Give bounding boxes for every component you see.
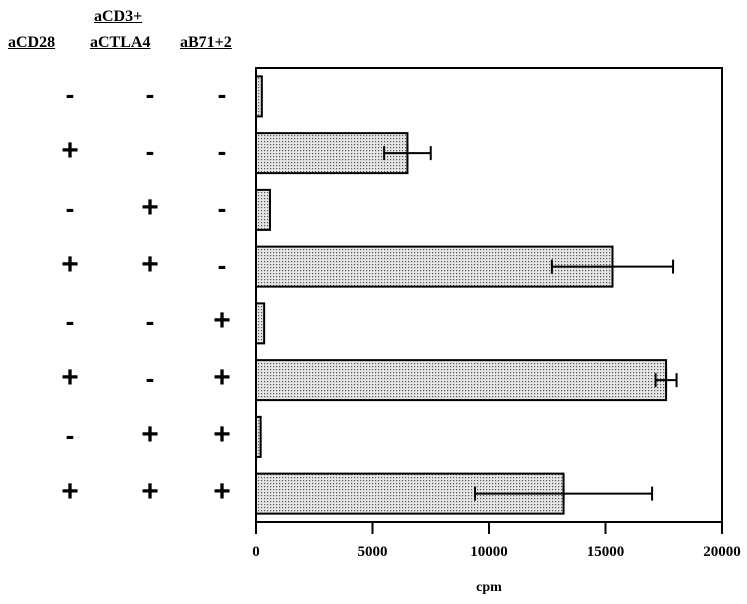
condition-sign-row4-col1: + <box>61 247 79 281</box>
column-header-ab71-2: aB71+2 <box>180 34 232 51</box>
condition-sign-row2-col1: + <box>61 134 79 168</box>
condition-sign-row6-col3: + <box>213 361 231 395</box>
error-bar-6 <box>654 372 678 389</box>
error-bar-4 <box>550 258 675 275</box>
bar-6 <box>255 359 668 402</box>
error-bar-8 <box>474 485 654 502</box>
x-tick-label-10000: 10000 <box>470 544 508 560</box>
condition-sign-row5-col2: - <box>145 306 155 337</box>
condition-sign-row8-col2: + <box>141 474 159 508</box>
condition-sign-row5-col1: - <box>65 306 75 337</box>
header-title: aCD3+ <box>94 8 143 25</box>
bar-7 <box>255 415 262 458</box>
bar-3 <box>255 188 271 231</box>
condition-sign-row6-col1: + <box>61 361 79 395</box>
condition-sign-row7-col1: - <box>65 419 75 450</box>
condition-sign-row8-col3: + <box>213 474 231 508</box>
condition-sign-row7-col3: + <box>213 417 231 451</box>
condition-sign-row7-col2: + <box>141 417 159 451</box>
condition-sign-row2-col2: - <box>145 136 155 167</box>
condition-sign-row3-col2: + <box>141 190 159 224</box>
condition-sign-row1-col1: - <box>65 79 75 110</box>
condition-sign-row6-col2: - <box>145 363 155 394</box>
condition-sign-row8-col1: + <box>61 474 79 508</box>
condition-sign-row1-col3: - <box>217 79 227 110</box>
bar-1 <box>255 75 263 118</box>
condition-sign-row1-col2: - <box>145 79 155 110</box>
bar-5 <box>255 302 266 345</box>
x-axis-label: cpm <box>476 580 502 595</box>
bar-2 <box>255 132 409 175</box>
condition-sign-row3-col3: - <box>217 192 227 223</box>
column-header-actla4: aCTLA4 <box>90 34 151 51</box>
condition-sign-row3-col1: - <box>65 192 75 223</box>
x-tick-label-15000: 15000 <box>587 544 625 560</box>
condition-sign-row5-col3: + <box>213 304 231 338</box>
error-bar-2 <box>383 145 432 162</box>
condition-sign-row4-col3: - <box>217 249 227 280</box>
condition-sign-row2-col3: - <box>217 136 227 167</box>
x-tick-label-5000: 5000 <box>358 544 388 560</box>
condition-sign-row4-col2: + <box>141 247 159 281</box>
column-header-acd28: aCD28 <box>8 34 56 51</box>
x-tick-label-20000: 20000 <box>703 544 741 560</box>
x-tick-label-0: 0 <box>252 544 260 560</box>
